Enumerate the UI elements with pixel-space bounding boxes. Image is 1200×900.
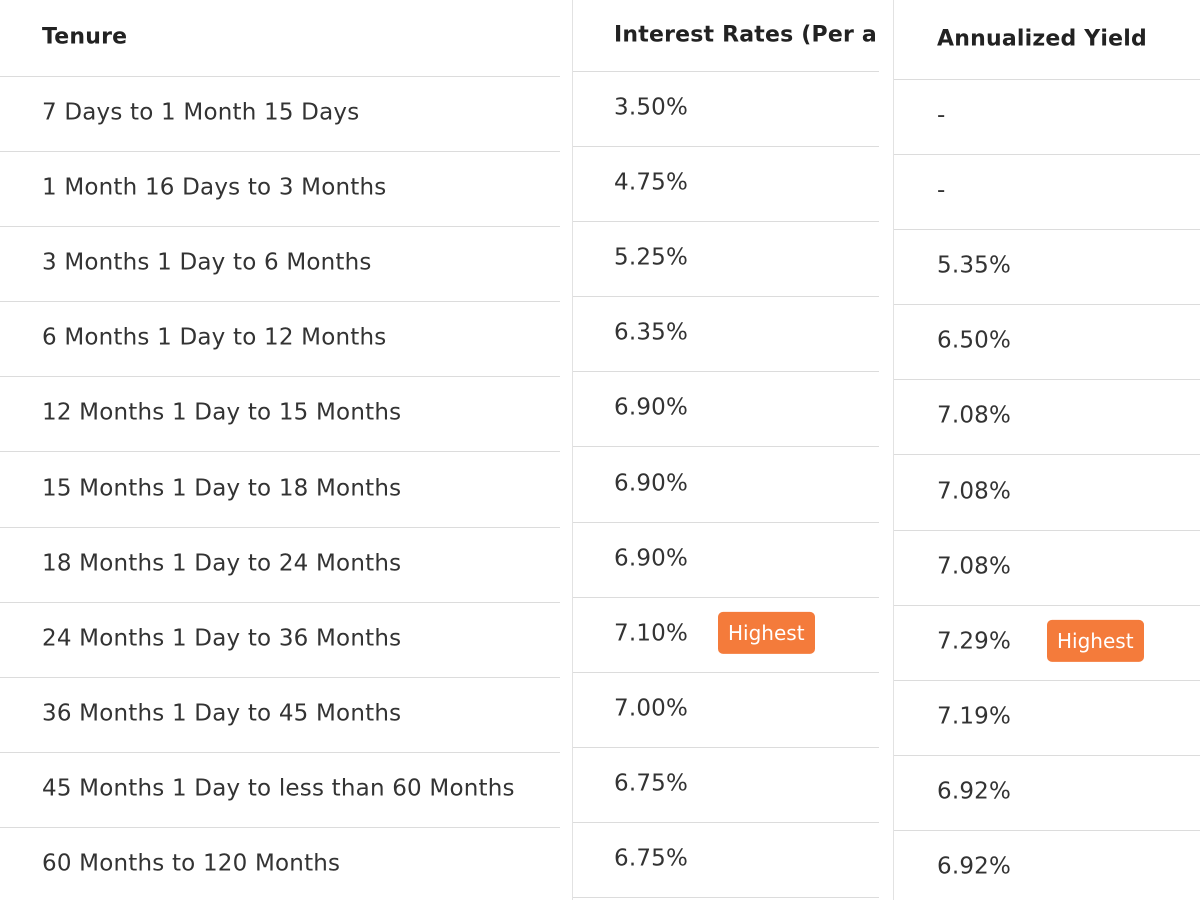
cell-text: 7.08% [937,553,1012,580]
cell-text: 6.75% [614,770,689,797]
cell-text: 1 Month 16 Days to 3 Months [42,174,387,201]
table-cell: 1 Month 16 Days to 3 Months [0,152,560,228]
cell-text: 6.92% [937,778,1012,805]
cell-text: 5.25% [614,244,689,271]
cell-text: 24 Months 1 Day to 36 Months [42,625,402,652]
cell-text: 7.10% [614,620,689,647]
table-cell: - [894,155,1200,231]
header-cell: Annualized Yield [894,0,1200,80]
cell-text: 6.90% [614,545,689,572]
cell-text: 45 Months 1 Day to less than 60 Months [42,775,515,802]
table-cell: 36 Months 1 Day to 45 Months [0,678,560,753]
cell-text: 6.50% [937,328,1012,355]
table-column: Annualized Yield - - 5.35% 6.50% 7.08% 7.08% 7.… [893,0,1200,900]
table-cell: 6.90% [573,523,879,598]
table-cell: 7.08% [894,380,1200,456]
cell-text: 7.00% [614,695,689,722]
table-cell: 7.29% Highest [894,606,1200,681]
table-cell: 3.50% [573,72,879,148]
table-cell: 6.90% [573,372,879,448]
cell-text: - [937,177,946,204]
cell-text: 6.75% [614,845,689,872]
table-cell: 7.08% [894,531,1200,606]
cell-text: 7.29% [937,628,1012,655]
table-cell: 6.92% [894,756,1200,831]
cell-text: 6.92% [937,853,1012,880]
cell-text: 60 Months to 120 Months [42,850,341,877]
table-cell: 4.75% [573,147,879,223]
highest-badge: Highest [1047,619,1144,662]
table-cell: 3 Months 1 Day to 6 Months [0,227,560,303]
cell-text: 7 Days to 1 Month 15 Days [42,99,360,126]
cell-text: - [937,102,946,129]
table-cell: 7.00% [573,673,879,748]
table-cell: - [894,80,1200,156]
table-cell: 60 Months to 120 Months [0,828,560,900]
cell-text: 12 Months 1 Day to 15 Months [42,400,402,427]
cell-text: 18 Months 1 Day to 24 Months [42,550,402,577]
cell-text: 7.19% [937,703,1012,730]
cell-text: 5.35% [937,252,1012,279]
cell-text: 4.75% [614,169,689,196]
table-column: Tenure 7 Days to 1 Month 15 Days 1 Month 1… [0,0,560,900]
cell-text: 3 Months 1 Day to 6 Months [42,249,372,276]
table-cell: 45 Months 1 Day to less than 60 Months [0,753,560,828]
cell-text: 15 Months 1 Day to 18 Months [42,475,402,502]
header-text: Interest Rates (Per a [614,21,877,47]
cell-text: 36 Months 1 Day to 45 Months [42,700,402,727]
header-cell: Interest Rates (Per a [573,0,879,72]
table-cell: 6.75% [573,823,879,899]
header-cell: Tenure [0,0,560,77]
cell-text: 3.50% [614,94,689,121]
cell-text: 6.90% [614,395,689,422]
table-cell: 12 Months 1 Day to 15 Months [0,377,560,453]
table-cell: 7 Days to 1 Month 15 Days [0,77,560,153]
cell-text: 6.90% [614,470,689,497]
table-cell: 6.90% [573,448,879,523]
table-cell: 7.10% Highest [573,598,879,673]
table-cell: 7.19% [894,681,1200,756]
table-cell: 15 Months 1 Day to 18 Months [0,453,560,528]
cell-text: 6.35% [614,320,689,347]
table-column: Interest Rates (Per a 3.50% 4.75% 5.25% 6.35… [572,0,879,900]
header-text: Annualized Yield [937,25,1147,51]
cell-text: 7.08% [937,403,1012,430]
table-cell: 6.75% [573,748,879,823]
table-cell: 6.92% [894,831,1200,900]
header-text: Tenure [42,24,128,50]
table-cell: 6.35% [573,297,879,373]
cell-text: 7.08% [937,478,1012,505]
table-cell: 7.08% [894,456,1200,531]
table-cell: 5.25% [573,222,879,298]
highest-badge: Highest [718,611,815,654]
table-cell: 6 Months 1 Day to 12 Months [0,302,560,378]
table-cell: 18 Months 1 Day to 24 Months [0,528,560,603]
table-cell: 5.35% [894,230,1200,306]
table-cell: 24 Months 1 Day to 36 Months [0,603,560,678]
cell-text: 6 Months 1 Day to 12 Months [42,325,387,352]
table-cell: 6.50% [894,305,1200,381]
